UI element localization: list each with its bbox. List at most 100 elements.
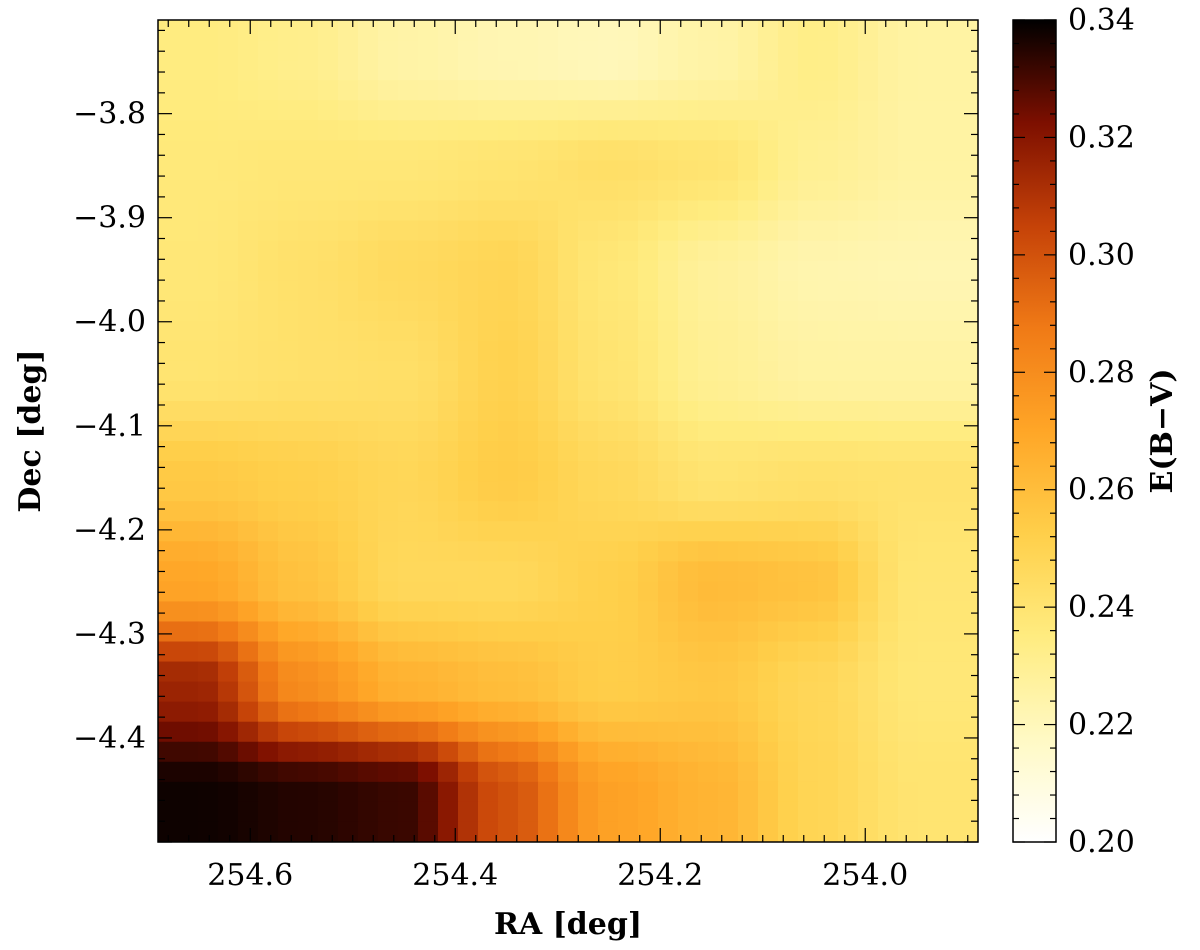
heatmap-cell [558,601,579,623]
heatmap-cell [778,701,799,723]
heatmap-cell [458,821,479,842]
heatmap-cell [398,60,419,81]
heatmap-cell [418,581,439,603]
heatmap-cell [598,160,619,181]
heatmap-cell [878,581,899,603]
heatmap-cell [818,741,839,763]
heatmap-cell [658,581,679,603]
heatmap-cell [498,501,519,522]
heatmap-cell [438,581,459,603]
heatmap-cell [658,100,679,121]
heatmap-cell [618,661,639,683]
heatmap-cell [878,420,899,442]
heatmap-cell [778,661,799,683]
heatmap-cell [678,581,699,603]
heatmap-cell [558,721,579,743]
heatmap-cell [598,821,619,842]
heatmap-cell [418,761,439,783]
heatmap-cell [218,801,239,823]
heatmap-cell [498,801,519,823]
heatmap-cell [458,260,479,282]
heatmap-cell [798,280,819,302]
heatmap-cell [398,581,419,603]
heatmap-cell [158,200,179,222]
heatmap-cell [898,801,919,823]
heatmap-cell [738,380,759,402]
heatmap-cell [258,120,279,141]
heatmap-cell [578,360,599,382]
heatmap-cell [678,280,699,302]
heatmap-cell [318,180,339,202]
heatmap-cell [358,641,379,663]
heatmap-cell [198,320,219,342]
heatmap-cell [958,340,978,362]
heatmap-cell [798,481,819,502]
heatmap-cell [318,100,339,121]
heatmap-cell [538,501,559,522]
colorbar-tick-label: 0.26 [1068,473,1135,508]
heatmap-cell [178,280,199,302]
heatmap-cell [958,100,978,121]
heatmap-cell [678,661,699,683]
heatmap-cell [238,541,259,562]
heatmap-cell [258,280,279,302]
heatmap-cell [958,360,978,382]
heatmap-cell [558,641,579,663]
colorbar-tick-label: 0.28 [1068,355,1135,390]
heatmap-cell [578,300,599,322]
heatmap-cell [218,120,239,141]
heatmap-cell [518,60,539,81]
heatmap-cell [438,280,459,302]
heatmap-cell [218,761,239,783]
heatmap-cell [338,340,359,362]
heatmap-cell [858,441,879,462]
heatmap-cell [558,821,579,842]
heatmap-cell [678,541,699,562]
heatmap-cell [518,220,539,242]
heatmap-cell [658,220,679,242]
heatmap-cell [478,340,499,362]
heatmap-cell [578,260,599,282]
heatmap-cell [398,521,419,542]
heatmap-cell [158,120,179,141]
heatmap-cell [478,721,499,743]
heatmap-cell [938,581,959,603]
heatmap-cell [158,621,179,643]
heatmap-cell [538,781,559,803]
heatmap-cell [318,601,339,623]
heatmap-cell [238,280,259,302]
heatmap-cell [878,100,899,121]
heatmap-cell [258,100,279,121]
heatmap-cell [738,80,759,101]
heatmap-cell [278,481,299,502]
heatmap-cell [958,821,978,842]
heatmap-cell [858,220,879,242]
heatmap-cell [598,501,619,522]
heatmap-cell [478,280,499,302]
heatmap-cell [538,240,559,262]
heatmap-cell [498,761,519,783]
heatmap-cell [698,220,719,242]
heatmap-cell [878,801,899,823]
colorbar-tick-label: 0.24 [1068,590,1135,625]
heatmap-cell [318,721,339,743]
heatmap-cell [218,561,239,582]
heatmap-cell [438,180,459,202]
heatmap-cell [158,781,179,803]
heatmap-cell [318,521,339,542]
heatmap-cell [838,441,859,462]
heatmap-cell [418,200,439,222]
heatmap-cell [598,661,619,683]
heatmap-cell [918,240,939,262]
heatmap-cell [258,180,279,202]
heatmap-cell [938,260,959,282]
heatmap-cell [718,661,739,683]
heatmap-cell [518,20,539,41]
heatmap-cell [638,100,659,121]
heatmap-cell [398,420,419,442]
heatmap-cell [618,541,639,562]
heatmap-cell [318,360,339,382]
heatmap-cell [218,821,239,842]
heatmap-cell [238,481,259,502]
heatmap-cell [838,260,859,282]
